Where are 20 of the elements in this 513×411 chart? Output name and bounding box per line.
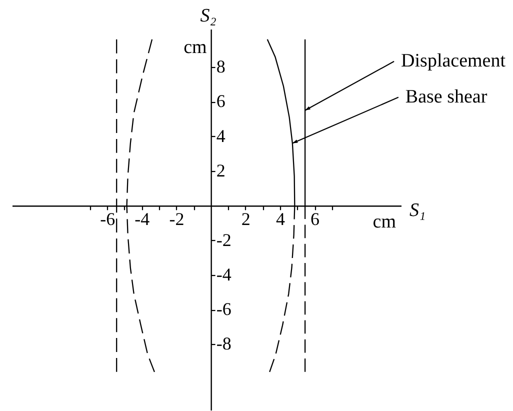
x-tick-label: 2 <box>241 209 250 230</box>
y-tick-label: 6 <box>216 91 226 112</box>
x-tick-label: 6 <box>310 209 320 230</box>
x-axis-title: S₁ <box>410 200 426 222</box>
y-tick-label: 8 <box>216 56 226 77</box>
annotation: cm <box>372 212 396 233</box>
annotation: Base shear <box>405 86 488 108</box>
y-tick-label: -8 <box>216 334 232 354</box>
y-tick-label: 4 <box>216 126 226 146</box>
y-tick-label: -4 <box>216 264 232 284</box>
x-tick-label: 4 <box>276 209 285 230</box>
annotation: cm <box>184 37 208 58</box>
x-tick-label: -6 <box>100 209 116 230</box>
y-axis-title: S₂ <box>200 6 217 26</box>
y-tick-label: -2 <box>216 230 232 250</box>
x-tick-label: -2 <box>169 209 184 230</box>
annotation: Displacement <box>401 50 506 72</box>
y-tick-label: -6 <box>216 299 232 320</box>
x-tick-label: -4 <box>134 209 150 230</box>
y-tick-label: 2 <box>216 160 226 181</box>
